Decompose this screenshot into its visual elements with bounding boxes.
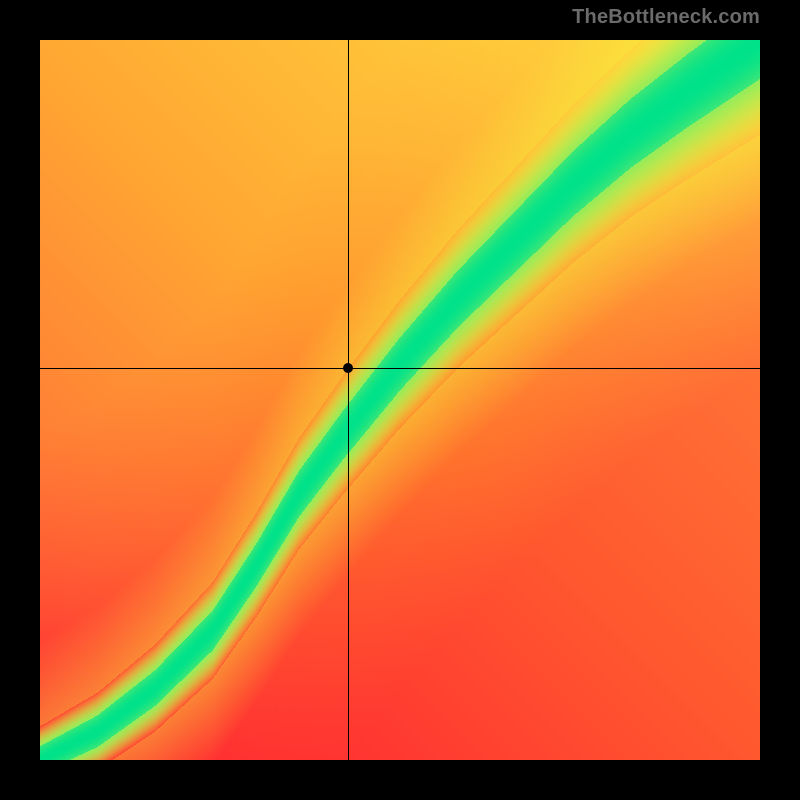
heatmap-plot xyxy=(40,40,760,760)
heatmap-canvas xyxy=(40,40,760,760)
figure-root: TheBottleneck.com xyxy=(0,0,800,800)
watermark-text: TheBottleneck.com xyxy=(572,6,760,29)
